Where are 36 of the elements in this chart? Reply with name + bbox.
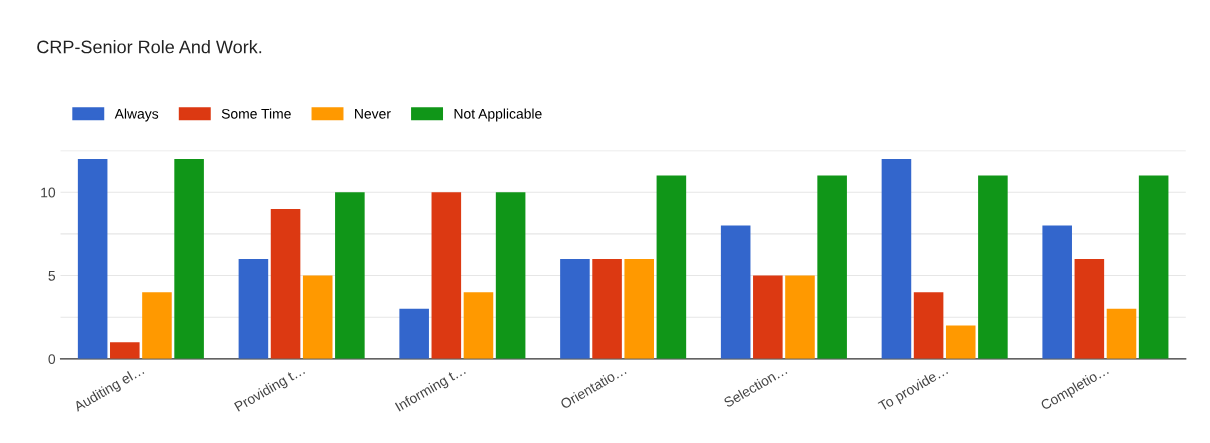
chart-title: CRP-Senior Role And Work. [37,40,262,54]
bar [77,158,108,359]
bar [110,342,140,359]
bar [945,325,976,359]
bar [753,275,783,359]
bar [785,275,815,359]
bar [978,175,1008,359]
y-tick-label: 10 [41,187,56,198]
bar [656,175,687,359]
y-tick-label: 0 [48,354,56,364]
bar [335,192,365,359]
bar [463,292,494,359]
legend-label: Never [355,109,391,119]
bar [817,175,847,359]
bar [881,158,912,359]
legend-label: Always [114,108,159,122]
bar [560,258,590,359]
bar [238,258,269,359]
legend-label: Not Applicable [454,108,542,122]
bar [1106,308,1137,359]
bar [431,192,462,359]
bar [270,208,301,359]
bar [302,275,333,359]
bar [1138,175,1169,359]
bar [399,308,429,359]
bar [142,292,172,359]
bar [913,292,944,359]
bar [592,258,622,359]
bar [624,258,655,359]
y-tick-label: 5 [48,271,56,281]
bar [1042,225,1072,359]
bar [1074,258,1105,359]
bar [720,225,751,359]
legend-label: Some Time [221,108,291,119]
bar [174,158,204,359]
bar [495,192,526,359]
